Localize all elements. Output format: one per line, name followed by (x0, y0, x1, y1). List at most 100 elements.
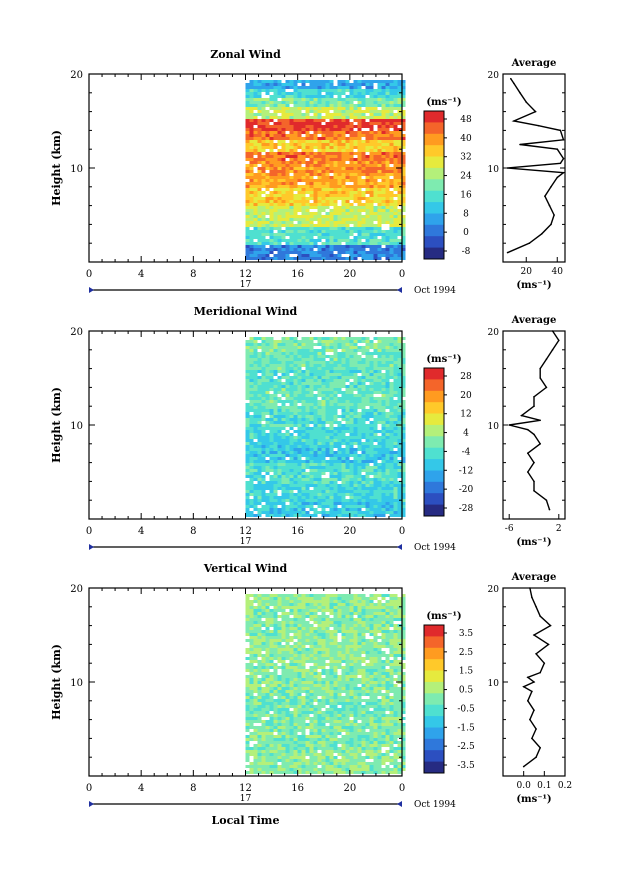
heatmap-cell (341, 257, 346, 260)
heatmap-cell (369, 594, 374, 597)
heatmap-cell (257, 415, 262, 418)
heatmap-cell (245, 101, 250, 104)
heatmap-cell (349, 86, 354, 89)
heatmap-cell (281, 346, 286, 349)
heatmap-cell (345, 200, 350, 203)
heatmap-cell (277, 140, 282, 143)
heatmap-cell (265, 116, 270, 119)
heatmap-cell (325, 185, 330, 188)
heatmap-cell (377, 173, 382, 176)
heatmap-cell (377, 242, 382, 245)
average-point (539, 377, 541, 379)
heatmap-cell (321, 131, 326, 134)
heatmap-cell (349, 215, 354, 218)
heatmap-cell (253, 158, 258, 161)
heatmap-cell (277, 397, 282, 400)
heatmap-cell (289, 469, 294, 472)
heatmap-cell (301, 155, 306, 158)
heatmap-cell (293, 119, 298, 122)
heatmap-cell (401, 502, 406, 505)
heatmap-cell (325, 83, 330, 86)
heatmap-cell (245, 170, 250, 173)
average-point (539, 443, 541, 445)
heatmap-cell (269, 502, 274, 505)
heatmap-cell (325, 412, 330, 415)
heatmap-cell (273, 424, 278, 427)
heatmap-cell (305, 248, 310, 251)
heatmap-cell (293, 110, 298, 113)
colorbar-segment (424, 179, 444, 192)
heatmap-cell (297, 409, 302, 412)
heatmap-cell (329, 349, 334, 352)
heatmap-cell (317, 442, 322, 445)
heatmap-cell (389, 433, 394, 436)
heatmap-cell (333, 487, 338, 490)
heatmap-cell (305, 439, 310, 442)
heatmap-cell (325, 224, 330, 227)
heatmap-cell (401, 86, 406, 89)
heatmap-cell (301, 505, 306, 508)
heatmap-cell (317, 355, 322, 358)
heatmap-cell (289, 161, 294, 164)
heatmap-cell (289, 128, 294, 131)
heatmap-cell (265, 600, 270, 603)
heatmap-cell (393, 215, 398, 218)
heatmap-cell (325, 143, 330, 146)
heatmap-cell (261, 161, 266, 164)
heatmap-cell (329, 146, 334, 149)
heatmap-cell (381, 427, 386, 430)
heatmap-cell (333, 499, 338, 502)
heatmap-cell (289, 101, 294, 104)
heatmap-cell (305, 361, 310, 364)
heatmap-cell (365, 227, 370, 230)
heatmap-cell (249, 158, 254, 161)
heatmap-cell (273, 122, 278, 125)
heatmap-cell (305, 131, 310, 134)
heatmap-cell (305, 107, 310, 110)
heatmap-cell (245, 388, 250, 391)
heatmap-cell (365, 188, 370, 191)
heatmap-cell (389, 179, 394, 182)
heatmap-cell (353, 86, 358, 89)
heatmap-cell (401, 388, 406, 391)
heatmap-cell (329, 197, 334, 200)
heatmap-cell (245, 382, 250, 385)
heatmap-cell (349, 358, 354, 361)
heatmap-cell (345, 188, 350, 191)
heatmap-cell (401, 511, 406, 514)
heatmap-cell (373, 594, 378, 597)
heatmap-cell (273, 597, 278, 600)
heatmap-cell (265, 493, 270, 496)
heatmap-cell (257, 355, 262, 358)
heatmap-cell (333, 367, 338, 370)
heatmap-cell (257, 110, 262, 113)
colorbar-segment (424, 504, 444, 517)
heatmap-cell (365, 496, 370, 499)
heatmap-cell (389, 352, 394, 355)
heatmap-cell (377, 245, 382, 248)
heatmap-cell (329, 179, 334, 182)
heatmap-cell (289, 167, 294, 170)
heatmap-cell (293, 80, 298, 83)
heatmap-cell (317, 597, 322, 600)
heatmap-cell (337, 424, 342, 427)
heatmap-cell (245, 134, 250, 137)
heatmap-cell (269, 484, 274, 487)
heatmap-cell (313, 98, 318, 101)
heatmap-cell (277, 412, 282, 415)
heatmap-cell (393, 83, 398, 86)
heatmap-cell (385, 346, 390, 349)
heatmap-cell (257, 185, 262, 188)
heatmap-cell (397, 514, 402, 517)
heatmap-cell (357, 137, 362, 140)
heatmap-cell (257, 221, 262, 224)
heatmap-cell (393, 233, 398, 236)
average-point (528, 242, 531, 244)
heatmap-cell (337, 466, 342, 469)
heatmap-cell (321, 182, 326, 185)
heatmap-cell (269, 454, 274, 457)
heatmap-cell (365, 451, 370, 454)
average-point (559, 162, 562, 165)
heatmap-cell (381, 236, 386, 239)
heatmap-cell (265, 439, 270, 442)
